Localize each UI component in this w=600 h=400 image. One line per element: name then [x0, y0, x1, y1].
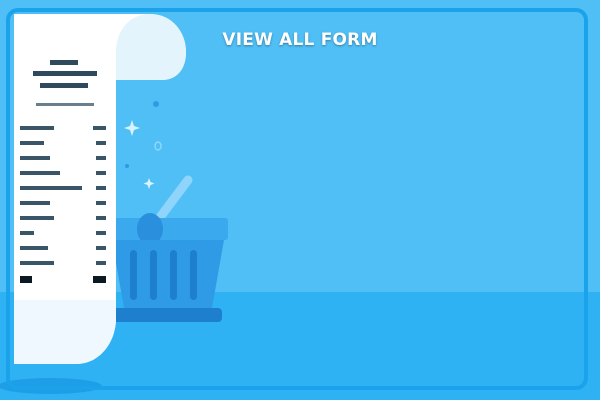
view-all-form-title[interactable]: VIEW ALL FORM: [222, 30, 378, 50]
shopping-basket-icon: [108, 175, 228, 322]
sparkles: [124, 101, 162, 189]
receipt-shadow: [0, 378, 102, 394]
receipt-icon: [14, 14, 186, 364]
